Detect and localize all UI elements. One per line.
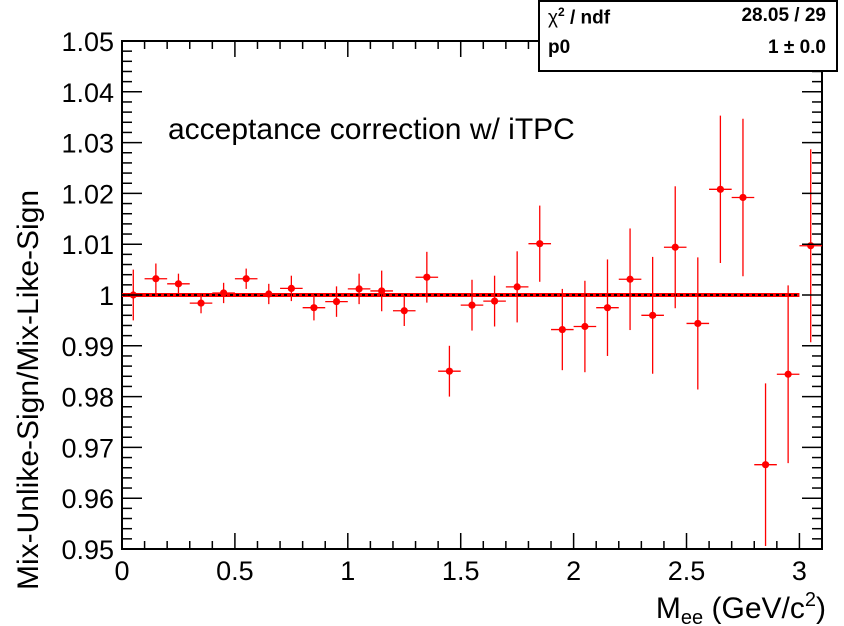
axis-ticks: 0 0.5 1 1.5 2 2.5 3 0.95 0.96 0.97 0.98 0.99 1 1.01 1.… xyxy=(61,27,823,586)
data-point-marker xyxy=(558,325,566,334)
stats-row-p0: p0 1 ± 0.0 xyxy=(548,37,826,63)
x-axis-title-sub: ee xyxy=(681,607,703,626)
data-point-marker xyxy=(197,299,205,307)
y-axis-title: Mix-Unlike-Sign/Mix-Like-Sign xyxy=(12,190,45,590)
x-axis-title: Mee (GeV/c2) xyxy=(656,589,826,626)
y-tick-label: 1.03 xyxy=(61,129,114,159)
x-tick-label: 3 xyxy=(792,556,807,586)
x-tick-label: 0 xyxy=(114,556,129,586)
x-axis-title-main: M xyxy=(656,592,681,625)
data-point-marker xyxy=(513,283,521,291)
data-point-marker xyxy=(626,275,634,283)
data-point-marker xyxy=(603,304,612,312)
stats-p0-label: p0 xyxy=(548,37,571,58)
x-tick-label: 0.5 xyxy=(216,556,254,586)
fit-stats-box: χ2 / ndf 28.05 / 29 p0 1 ± 0.0 xyxy=(538,0,838,72)
data-point-marker xyxy=(332,298,341,306)
data-point-marker xyxy=(220,289,228,297)
y-tick-label: 0.96 xyxy=(61,484,114,514)
ndf-label: / ndf xyxy=(564,7,611,29)
y-tick-label: 0.98 xyxy=(61,383,114,413)
data-point-marker xyxy=(378,287,386,295)
data-point-marker xyxy=(400,307,408,315)
stats-row-chi2: χ2 / ndf 28.05 / 29 xyxy=(548,5,826,31)
y-tick-label: 0.99 xyxy=(61,332,114,362)
data-point-marker xyxy=(716,185,724,193)
y-tick-label: 1.05 xyxy=(61,27,114,57)
data-point-marker xyxy=(423,273,431,281)
data-point-marker xyxy=(649,311,657,319)
y-tick-label: 1.02 xyxy=(61,179,114,209)
data-point-marker xyxy=(265,290,273,298)
stats-chi2-label: χ2 / ndf xyxy=(548,5,610,29)
y-tick-label: 0.97 xyxy=(61,433,114,463)
stats-p0-value: 1 ± 0.0 xyxy=(768,37,826,58)
y-tick-label: 1 xyxy=(99,281,114,311)
data-point-marker xyxy=(694,319,702,328)
x-tick-label: 1 xyxy=(340,556,355,586)
data-point-marker xyxy=(739,193,747,202)
x-tick-label: 1.5 xyxy=(442,556,480,586)
chi-symbol: χ xyxy=(548,7,558,29)
stats-chi2-value: 28.05 / 29 xyxy=(741,5,826,26)
x-axis-title-sup: 2 xyxy=(805,589,816,611)
data-point-marker xyxy=(807,242,815,250)
x-axis-title-close: ) xyxy=(816,592,826,625)
x-axis-title-rest: (GeV/c xyxy=(703,592,805,625)
x-tick-label: 2.5 xyxy=(668,556,706,586)
data-point-marker xyxy=(445,367,454,375)
y-tick-label: 0.95 xyxy=(61,535,114,565)
chi-sup: 2 xyxy=(557,5,565,19)
data-points xyxy=(122,115,822,546)
data-point-marker xyxy=(671,243,679,251)
data-point-marker xyxy=(536,240,544,248)
data-point-marker xyxy=(287,284,295,292)
annotation-text: acceptance correction w/ iTPC xyxy=(168,113,575,146)
y-tick-label: 1.01 xyxy=(61,230,114,260)
data-point-marker xyxy=(174,280,183,288)
y-tick-label: 1.04 xyxy=(61,78,114,108)
data-point-marker xyxy=(581,322,589,331)
data-point-marker xyxy=(355,285,363,293)
data-point-marker xyxy=(310,304,318,312)
data-point-marker xyxy=(761,461,770,469)
data-point-marker xyxy=(242,275,250,283)
data-point-marker xyxy=(152,275,160,283)
x-tick-label: 2 xyxy=(566,556,581,586)
data-point-marker xyxy=(468,301,476,309)
data-point-marker xyxy=(784,370,792,378)
data-point-marker xyxy=(490,297,499,305)
